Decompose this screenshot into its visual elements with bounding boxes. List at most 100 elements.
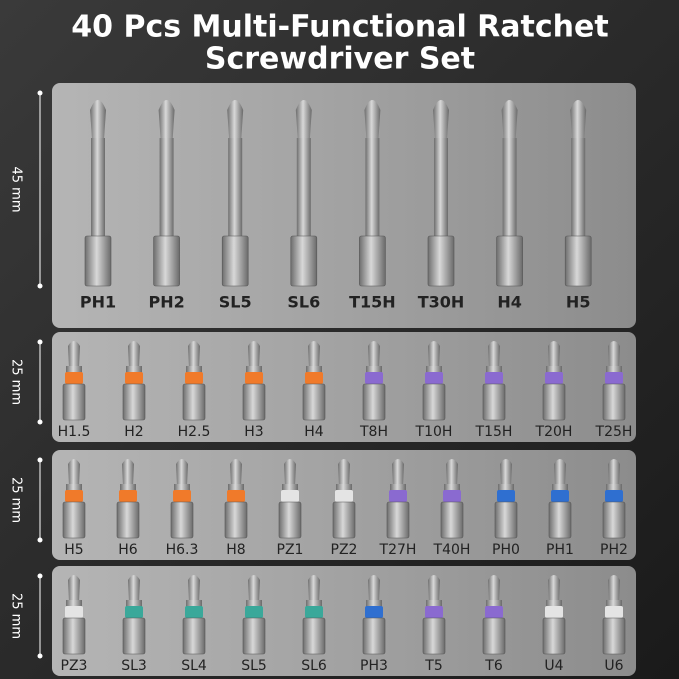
bit-label: PH1 [546,542,574,558]
bit-hex [302,617,326,655]
bit: T15H [349,100,396,312]
section: 25 mm PZ3 SL3 SL4 SL5 SL6 PH3 T5 T6 U4 U6 [9,566,636,676]
bit-hex [122,383,146,421]
bit-tip [176,459,188,486]
bit-band [485,372,503,384]
bit-hex [302,383,326,421]
bit-label: U4 [544,658,563,674]
bit-band [545,606,563,618]
bit-tip [308,341,320,368]
bit-label: T25H [595,424,633,440]
bit-hex [602,617,626,655]
bit-hex [564,235,592,287]
bit: T25H [595,341,633,440]
dimension-label: 25 mm [9,593,24,639]
bit-label: T30H [418,293,465,312]
bit-hex [62,383,86,421]
bit-hex [386,501,410,539]
bit-label: T8H [359,424,388,440]
bit-tip [90,100,106,140]
bit-label: H1.5 [58,424,91,440]
bit: H5 [564,100,592,312]
bit-hex [278,501,302,539]
bit-tip [608,341,620,368]
dimension-end [37,419,43,425]
bit-tip [188,341,200,368]
bit-tip [68,575,80,602]
bit-label: H2 [124,424,143,440]
bit: PH2 [148,100,185,312]
bit-band [443,490,461,502]
bit-band [497,490,515,502]
bit: PZ3 [61,575,87,674]
bit-band [65,606,83,618]
bit: H6.3 [166,459,199,558]
bit: H8 [224,459,248,558]
bit-hex [182,617,206,655]
bit-hex [62,617,86,655]
bit-band [245,606,263,618]
section: 25 mm H5 H6 H6.3 H8 PZ1 PZ2 T27H T40H PH0 PH1 PH2 [9,450,636,560]
bit-tip [500,459,512,486]
dimension-label: 25 mm [9,359,24,405]
panel [52,83,636,328]
bit: PH0 [492,459,520,558]
bit-hex [153,235,180,287]
bit-band [281,490,299,502]
bit-hex [332,501,356,539]
bit-hex [62,501,86,539]
bit-hex [482,617,506,655]
bit-label: H6.3 [166,542,199,558]
bit-shaft [296,138,311,238]
bit-hex [221,235,249,287]
bit-label: SL5 [241,658,267,674]
bit-hex [242,383,266,421]
bit-label: H8 [226,542,245,558]
bit: PH1 [546,459,574,558]
bit-label: H4 [304,424,324,440]
bit-label: PH0 [492,542,520,558]
dimension-end [37,573,43,579]
bit-band [245,372,263,384]
bit-band [425,606,443,618]
bit-tip [230,459,242,486]
bit-hex [602,383,626,421]
bit-label: PZ1 [277,542,304,558]
bit-tip [122,459,134,486]
bit: T5 [422,575,446,674]
bit: U6 [602,575,626,674]
bit-label: PZ2 [331,542,358,558]
bit-band [365,372,383,384]
bit-band [485,606,503,618]
dimension-end [37,283,43,289]
bit-tip [68,341,80,368]
bit-tip [608,459,620,486]
bit: SL3 [121,575,147,674]
bit: H5 [62,459,86,558]
bit: T10H [415,341,452,440]
bit-band [605,490,623,502]
bit-shaft [228,138,243,238]
bit-tip [284,459,296,486]
bit: H4 [302,341,326,440]
bit-tip [392,459,404,486]
bit-label: SL6 [301,658,327,674]
bit-tip [338,459,350,486]
bit: SL6 [287,100,320,312]
bit-band [605,372,623,384]
bit: PZ1 [277,459,304,558]
bit-label: SL4 [181,658,207,674]
bit-shaft [571,138,586,238]
bit-hex [482,383,506,421]
bit-tip [364,100,381,140]
bit-tip [227,100,244,140]
bit: H4 [496,100,523,312]
bit-label: H5 [566,293,591,312]
dimension-end [37,457,43,463]
bit-hex [362,617,386,655]
bit-label: T6 [484,658,503,674]
dimension-end [37,653,43,659]
bit-band [119,490,137,502]
bit-tip [488,575,500,602]
